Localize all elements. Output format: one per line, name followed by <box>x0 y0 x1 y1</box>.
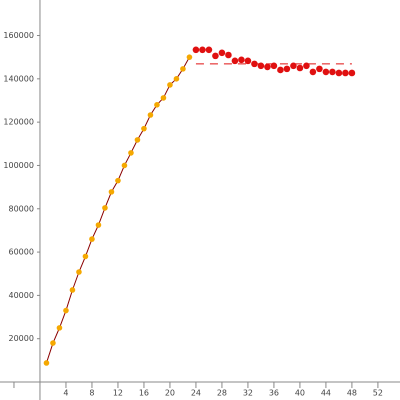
data-point <box>296 64 304 72</box>
y-tick-label: 160000 <box>3 31 34 40</box>
data-point <box>186 54 193 60</box>
data-point <box>154 102 160 108</box>
y-tick-label: 20000 <box>9 334 34 343</box>
x-tick-label: 28 <box>217 389 227 398</box>
y-tick-label: 40000 <box>9 291 34 300</box>
data-point <box>147 112 154 118</box>
data-point <box>56 325 63 331</box>
data-point <box>335 69 343 77</box>
data-point <box>225 51 232 59</box>
data-point <box>128 150 134 156</box>
x-tick-label: 20 <box>165 389 175 398</box>
data-point <box>102 205 108 211</box>
x-tick-label: 24 <box>191 389 201 398</box>
data-point <box>231 57 239 65</box>
data-point <box>63 307 69 314</box>
data-point <box>69 287 76 293</box>
data-point <box>115 177 121 184</box>
data-point <box>160 95 167 101</box>
data-point <box>43 360 50 366</box>
y-tick-label: 120000 <box>3 118 34 127</box>
data-point <box>270 62 278 70</box>
data-point <box>303 62 310 70</box>
data-point <box>316 65 323 73</box>
data-point <box>167 82 173 88</box>
data-point <box>192 46 200 54</box>
data-point <box>212 52 219 60</box>
data-point <box>134 137 141 143</box>
x-tick-label: 40 <box>295 389 305 398</box>
x-tick-label: 12 <box>113 389 123 398</box>
data-point <box>82 253 89 260</box>
data-point <box>238 56 245 64</box>
y-tick-label: 100000 <box>3 161 34 170</box>
data-point <box>76 269 82 275</box>
data-point <box>264 63 271 71</box>
data-point <box>141 125 147 132</box>
data-point <box>218 49 226 57</box>
data-point <box>283 65 291 73</box>
data-point <box>95 222 102 228</box>
data-point <box>121 162 128 169</box>
data-point <box>199 46 206 54</box>
data-point <box>329 68 336 76</box>
data-point <box>108 189 115 195</box>
x-tick-label: 16 <box>139 389 149 398</box>
data-point <box>348 69 356 77</box>
x-tick-label: 4 <box>63 389 68 398</box>
x-tick-label: 36 <box>269 389 279 398</box>
y-tick-label: 80000 <box>9 204 34 213</box>
data-point <box>309 68 317 76</box>
x-tick-label: 44 <box>321 389 331 398</box>
data-point <box>322 68 330 76</box>
data-point <box>251 60 258 68</box>
x-tick-label: 32 <box>243 389 253 398</box>
series-line <box>45 56 190 364</box>
data-point <box>180 66 186 72</box>
data-point <box>244 57 252 65</box>
y-tick-label: 60000 <box>9 248 34 257</box>
x-tick-label: 52 <box>373 389 383 398</box>
data-point <box>173 76 180 82</box>
data-point <box>205 46 213 54</box>
x-tick-label: 8 <box>89 389 94 398</box>
data-point <box>50 340 56 346</box>
data-point <box>257 62 265 70</box>
data-point <box>342 69 349 77</box>
y-tick-label: 140000 <box>3 74 34 83</box>
data-point <box>89 236 95 242</box>
x-tick-label: 48 <box>347 389 357 398</box>
data-point <box>290 62 297 70</box>
data-point <box>277 66 284 74</box>
